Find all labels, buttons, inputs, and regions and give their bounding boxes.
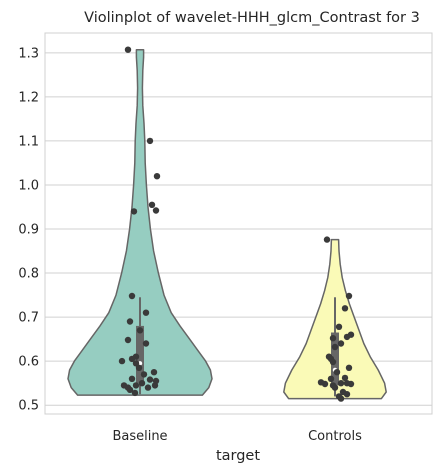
data-point	[151, 382, 159, 389]
y-tick-label: 0.6	[18, 355, 39, 370]
y-tick-label: 1.0	[18, 178, 39, 193]
data-point	[144, 384, 152, 391]
data-point	[135, 364, 143, 371]
data-point	[347, 380, 355, 388]
x-tick-label: Baseline	[112, 429, 167, 444]
plot-frame	[44, 32, 433, 415]
x-axis-label: target	[216, 448, 260, 464]
data-point	[341, 374, 349, 382]
y-tick-label: 1.2	[18, 90, 39, 105]
data-point	[345, 364, 353, 371]
data-point	[136, 327, 144, 334]
x-tick-label: Controls	[308, 429, 362, 444]
violin-iqr-box	[331, 332, 339, 386]
data-point	[337, 340, 345, 347]
data-point	[343, 333, 351, 341]
data-point	[124, 46, 132, 53]
data-point	[118, 357, 126, 365]
y-tick-label: 0.9	[18, 223, 39, 238]
data-point	[128, 292, 136, 300]
y-tick-label: 1.3	[18, 46, 39, 61]
data-point	[126, 318, 134, 325]
data-point	[345, 292, 353, 300]
data-point	[132, 382, 140, 389]
data-point	[130, 208, 138, 215]
data-point	[329, 358, 337, 366]
data-point	[146, 376, 154, 383]
y-tick-labels: 0.5 0.6 0.7 0.8 0.9 1.0 1.1 1.2 1.3	[18, 46, 39, 413]
y-tick-label: 1.1	[18, 134, 39, 149]
data-point	[333, 369, 341, 376]
data-point	[341, 305, 349, 312]
violin-body	[67, 48, 213, 396]
y-tick-label: 0.7	[18, 311, 39, 326]
data-point	[124, 336, 132, 344]
chart-title: Violinplot of wavelet-HHH_glcm_Contrast …	[84, 10, 420, 26]
data-point	[331, 384, 339, 391]
data-point	[321, 380, 329, 388]
data-point	[128, 375, 136, 382]
data-point	[150, 369, 158, 376]
data-point	[153, 173, 161, 180]
data-point	[152, 207, 160, 214]
violins	[67, 46, 387, 402]
data-point	[146, 137, 154, 145]
violin-iqr-box	[136, 325, 144, 384]
y-tick-label: 0.5	[18, 399, 39, 414]
data-point	[148, 201, 156, 208]
data-point	[337, 380, 345, 387]
data-point	[142, 340, 150, 347]
data-point	[132, 360, 140, 367]
data-point	[131, 389, 139, 397]
data-point	[329, 335, 337, 342]
data-point	[126, 386, 134, 393]
data-point	[138, 380, 146, 387]
data-point	[140, 371, 148, 378]
data-point	[335, 323, 343, 330]
data-point	[142, 309, 150, 316]
data-point	[128, 355, 136, 363]
data-point	[323, 236, 331, 243]
data-point	[331, 343, 339, 351]
data-point	[337, 395, 345, 402]
data-point	[343, 391, 351, 398]
data-point	[327, 375, 335, 382]
y-tick-label: 0.8	[18, 267, 39, 282]
x-tick-labels: Baseline Controls	[112, 429, 362, 444]
